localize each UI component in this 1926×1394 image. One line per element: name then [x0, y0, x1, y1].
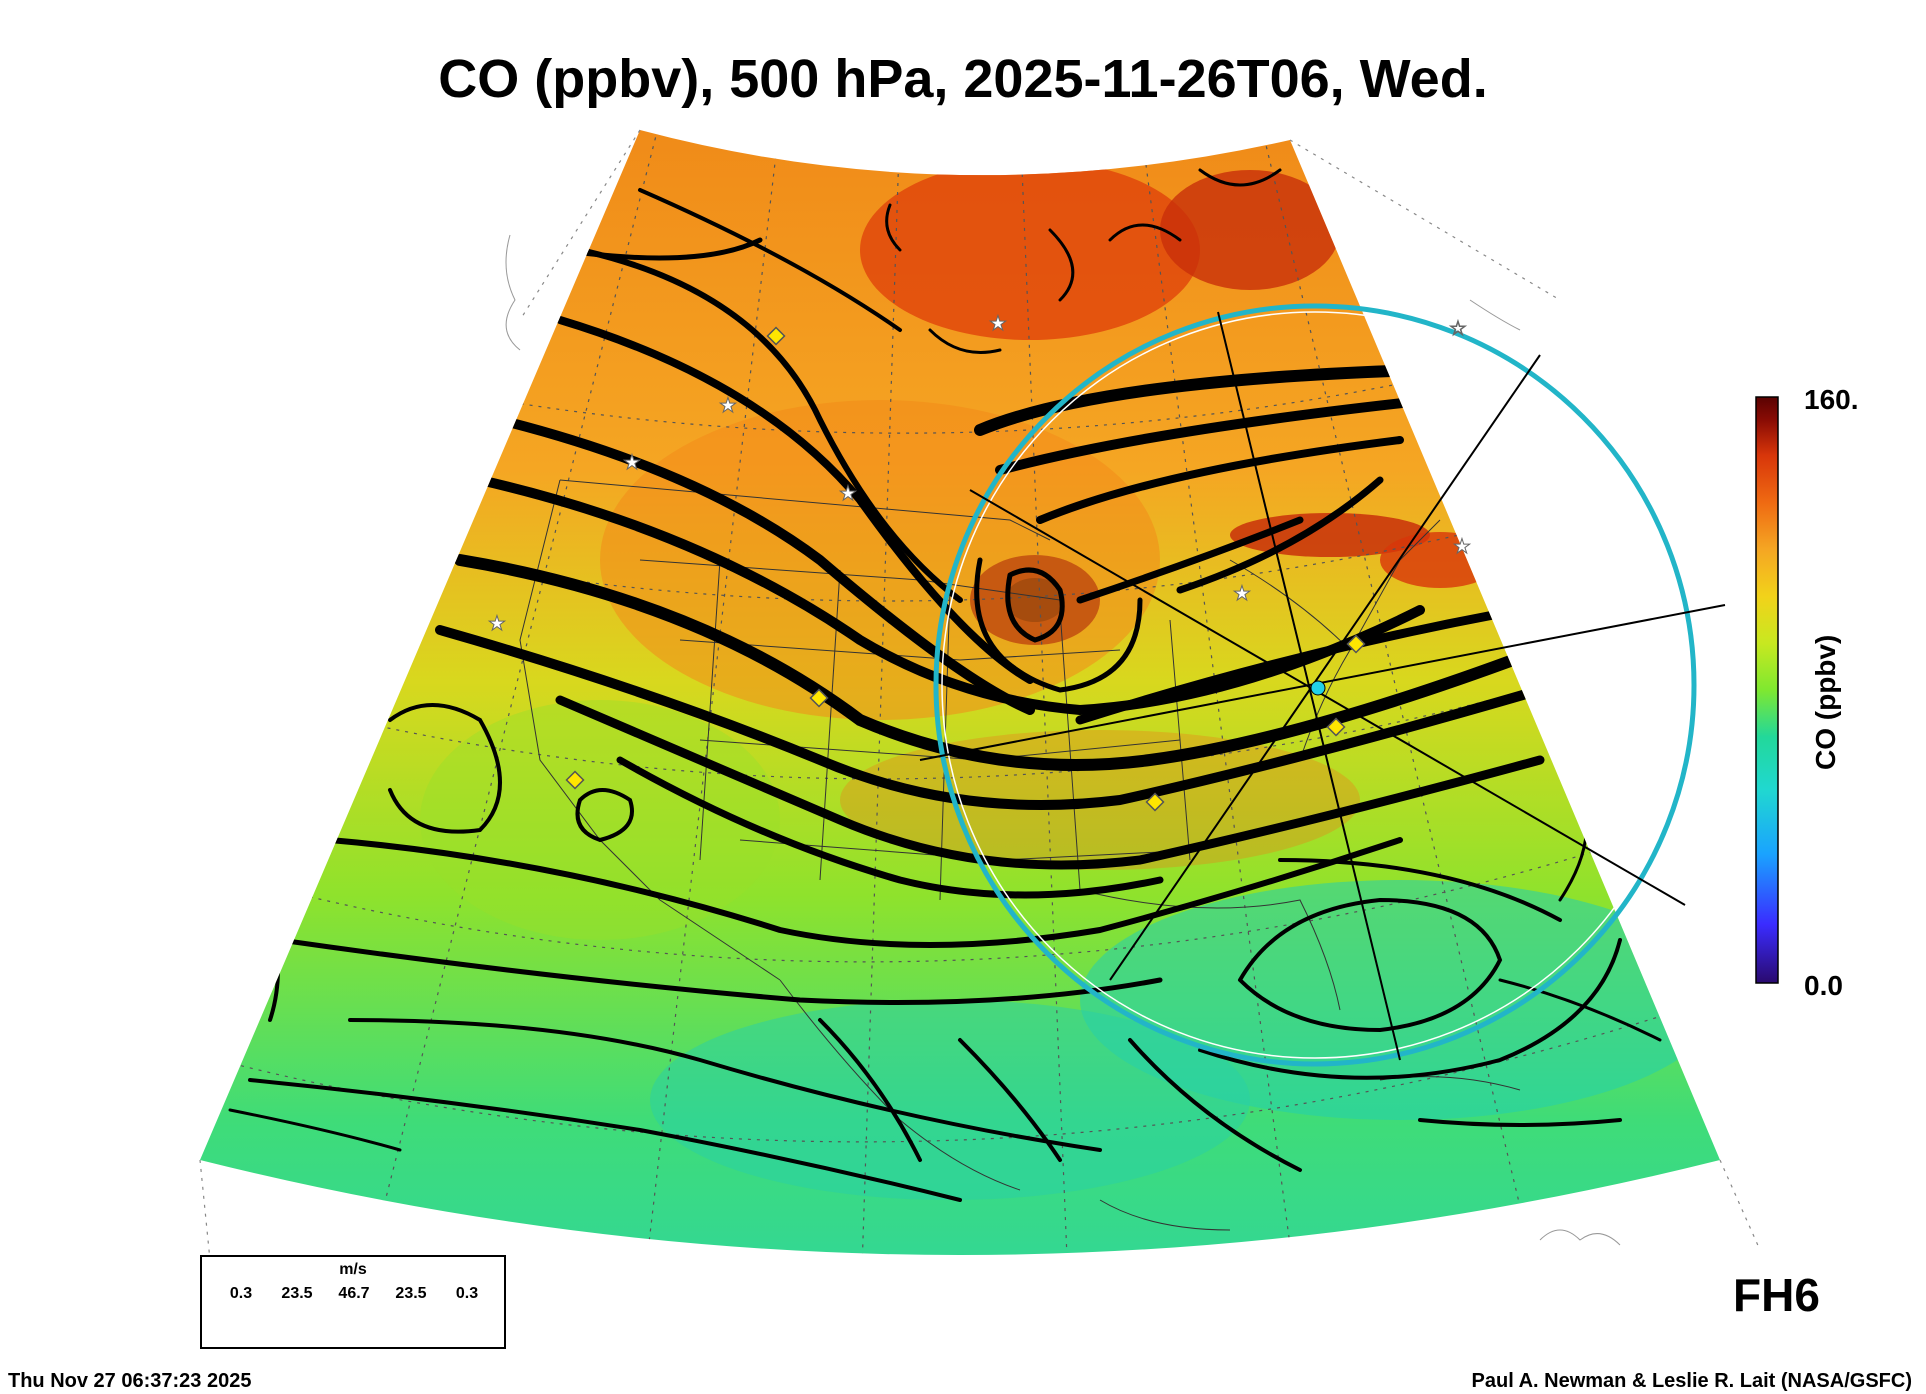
svg-text:★: ★	[989, 311, 1007, 335]
outer-coastlines	[505, 234, 1621, 1246]
forecast-hour-label: FH6	[1733, 1269, 1820, 1321]
range-circle	[933, 303, 1697, 1067]
footer-timestamp: Thu Nov 27 06:37:23 2025	[8, 1370, 252, 1392]
wind-speed-legend: m/s 0.3 23.5 46.7 23.5 0.3	[200, 1255, 506, 1349]
footer-credit: Paul A. Newman & Leslie R. Lait (NASA/GS…	[1471, 1370, 1912, 1392]
wind-legend-value: 23.5	[281, 1285, 313, 1302]
svg-text:★: ★	[623, 450, 641, 474]
map-title: CO (ppbv), 500 hPa, 2025-11-26T06, Wed.	[438, 49, 1488, 109]
svg-text:★: ★	[839, 481, 857, 505]
colorbar	[1755, 396, 1779, 984]
wind-legend-value: 0.3	[229, 1285, 253, 1302]
svg-text:☆: ☆	[1449, 316, 1467, 340]
wind-legend-unit: m/s	[339, 1261, 367, 1278]
colorbar-title: CO (ppbv)	[1810, 634, 1841, 770]
colorbar-max-label: 160.	[1804, 384, 1859, 415]
site-markers	[565, 326, 1366, 812]
wind-legend-value: 23.5	[395, 1285, 427, 1302]
svg-text:★: ★	[1453, 534, 1471, 558]
svg-text:★: ★	[488, 611, 506, 635]
colorbar-min-label: 0.0	[1804, 970, 1843, 1001]
svg-text:★: ★	[719, 393, 737, 417]
domain-edge-lines	[199, 129, 1761, 1261]
station-stars: ★ ★ ★ ★ ★ ★ ★ ☆	[488, 311, 1472, 636]
site-center	[1310, 680, 1326, 696]
svg-text:★: ★	[1233, 581, 1251, 605]
wind-legend-value: 46.7	[338, 1285, 370, 1302]
wind-legend-value: 0.3	[455, 1285, 479, 1302]
